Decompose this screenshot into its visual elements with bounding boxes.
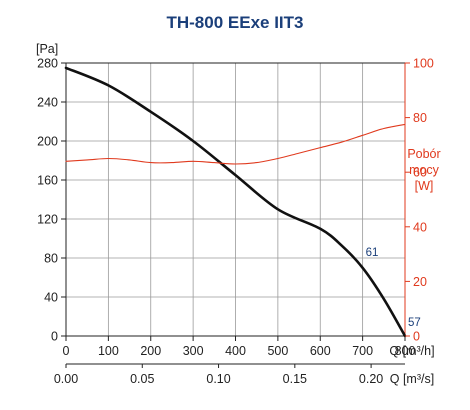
y2-tick-label: 80 (413, 111, 427, 125)
chart-title: TH-800 EExe IIT3 (166, 13, 303, 32)
y-tick-label: 80 (44, 252, 58, 266)
x-tick-label: 600 (310, 344, 331, 358)
power-curve (65, 123, 406, 165)
y2-tick-label: 20 (413, 275, 427, 289)
x-tick-label: 400 (225, 344, 246, 358)
x-tick-label: 500 (267, 344, 288, 358)
x-tick-label: 800 (395, 344, 416, 358)
y-tick-label: 120 (37, 213, 58, 227)
y2-unit-line: Pobór (407, 147, 440, 161)
x-tick-label: 100 (98, 344, 119, 358)
y-axis-ticks: 0 40 80 120 160 200 240 280 (37, 57, 66, 344)
y2-tick-label: 40 (413, 220, 427, 234)
x-axis-unit: Q [m³/h] (389, 344, 434, 358)
y-tick-label: 40 (44, 291, 58, 305)
y-tick-label: 160 (37, 174, 58, 188)
grid (65, 62, 406, 337)
annotations: 61 57 (366, 247, 421, 329)
y2-tick-label: 100 (413, 57, 434, 71)
x2-axis-unit: Q [m³/s] (390, 372, 434, 386)
y2-unit-line: [W] (415, 179, 434, 193)
y2-tick-label: 0 (413, 330, 420, 344)
curve-label: 57 (408, 317, 421, 329)
y2-tick-label: 60 (413, 166, 427, 180)
x2-tick-label: 0.15 (283, 372, 307, 386)
x2-tick-label: 0.00 (54, 372, 78, 386)
y-tick-label: 280 (37, 57, 58, 71)
pressure-curve (64, 66, 407, 338)
y-tick-label: 0 (51, 330, 58, 344)
x2-tick-label: 0.10 (206, 372, 230, 386)
x-tick-label: 0 (63, 344, 70, 358)
x-tick-label: 200 (140, 344, 161, 358)
y-tick-label: 200 (37, 135, 58, 149)
x2-axis-ticks: 0.00 0.05 0.10 0.15 0.20 (54, 364, 383, 386)
y-tick-label: 240 (37, 96, 58, 110)
x-tick-label: 700 (352, 344, 373, 358)
y2-axis-unit: Pobór mocy [W] (407, 147, 440, 193)
y2-axis-ticks: 0 20 40 60 80 100 (405, 57, 434, 344)
x2-tick-label: 0.05 (130, 372, 154, 386)
series-group (64, 66, 407, 338)
x-axis-ticks: 0 100 200 300 400 500 600 700 800 (63, 336, 416, 358)
curve-label: 61 (366, 247, 379, 259)
y-axis-unit: [Pa] (36, 42, 58, 56)
y2-unit-line: mocy (409, 163, 440, 177)
x-tick-label: 300 (183, 344, 204, 358)
x2-tick-label: 0.20 (359, 372, 383, 386)
